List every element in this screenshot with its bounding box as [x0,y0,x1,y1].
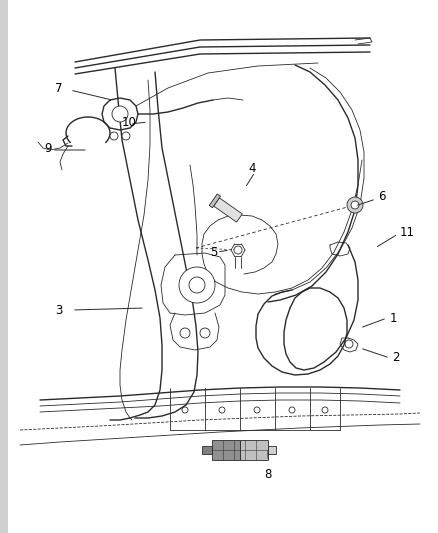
Polygon shape [209,194,220,208]
Text: 5: 5 [209,246,217,259]
Circle shape [180,328,190,338]
Polygon shape [213,198,242,222]
Text: 2: 2 [391,351,399,365]
Bar [267,446,276,454]
Text: 7: 7 [55,82,62,94]
Circle shape [346,197,362,213]
Text: 11: 11 [399,225,414,238]
Circle shape [182,407,187,413]
Text: 9: 9 [44,141,51,155]
Circle shape [179,267,215,303]
Circle shape [321,407,327,413]
Bar [212,440,240,460]
Circle shape [233,246,241,254]
Circle shape [288,407,294,413]
Text: 8: 8 [264,468,271,481]
Text: 1: 1 [389,311,396,325]
Text: 6: 6 [377,190,385,203]
Circle shape [344,340,352,348]
Circle shape [350,201,358,209]
Bar [240,440,267,460]
Text: 10: 10 [122,116,137,128]
Circle shape [219,407,225,413]
Circle shape [122,132,130,140]
Bar [0,0,8,533]
Text: 3: 3 [55,303,62,317]
Circle shape [200,328,209,338]
Circle shape [189,277,205,293]
Bar [201,446,212,454]
Text: 4: 4 [247,161,255,174]
Circle shape [110,132,118,140]
Circle shape [112,106,128,122]
Circle shape [254,407,259,413]
